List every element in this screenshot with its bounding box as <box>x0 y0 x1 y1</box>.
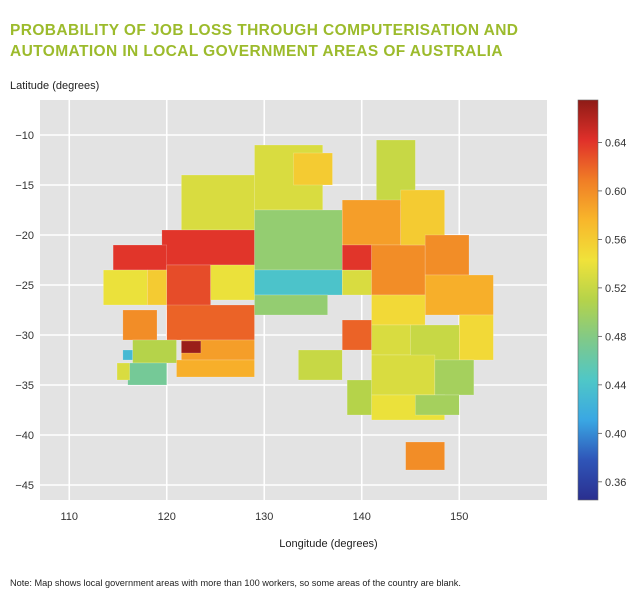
colorbar-tick-label: 0.64 <box>605 137 626 149</box>
region-cell <box>459 314 494 361</box>
colorbar-tick-label: 0.60 <box>605 186 626 198</box>
region-cell <box>166 264 211 311</box>
region-cell <box>371 294 426 326</box>
region-cell <box>415 394 460 416</box>
region-cell <box>103 269 148 306</box>
colorbar: 0.36 0.40 0.44 0.48 0.52 0.56 0.60 0.64 <box>577 99 626 501</box>
y-tick-label: −30 <box>15 330 34 342</box>
region-cell <box>116 362 130 381</box>
colorbar-tick-label: 0.48 <box>605 331 626 343</box>
region-cell <box>210 264 255 301</box>
region-cell <box>424 274 494 316</box>
y-tick-label: −35 <box>15 380 34 392</box>
x-tick-label: 130 <box>255 511 273 523</box>
region-cell <box>424 234 470 276</box>
colorbar-gradient <box>577 99 599 501</box>
colorbar-tick-label: 0.56 <box>605 234 626 246</box>
region-cell <box>371 324 411 356</box>
region-cell <box>410 324 460 361</box>
region-cell <box>132 339 177 364</box>
y-tick-label: −25 <box>15 280 34 292</box>
region-cells <box>103 139 494 471</box>
region-cell <box>254 209 343 271</box>
y-tick-label: −45 <box>15 480 34 492</box>
x-tick-label: 150 <box>450 511 468 523</box>
x-tick-label: 120 <box>158 511 176 523</box>
region-cell <box>254 294 328 316</box>
region-cell <box>371 244 426 296</box>
region-cell <box>147 269 167 306</box>
chart-title: PROBABILITY OF JOB LOSS THROUGH COMPUTER… <box>10 22 519 60</box>
region-cell <box>122 309 158 341</box>
region-cell <box>161 229 255 266</box>
region-cell <box>112 244 167 271</box>
y-tick-label: −40 <box>15 430 34 442</box>
y-tick-label: −15 <box>15 180 34 192</box>
region-cell <box>298 349 343 381</box>
region-cell <box>181 340 202 354</box>
region-cell <box>181 174 255 231</box>
region-cell <box>342 244 372 271</box>
colorbar-tick-label: 0.52 <box>605 283 626 295</box>
map-chart: 110 120 130 140 150−10−15−20−25−30−35−40−45 … <box>15 99 626 523</box>
region-cell <box>127 362 167 386</box>
region-cell <box>254 269 343 296</box>
region-cell <box>434 359 475 396</box>
y-axis-label: Latitude (degrees) <box>10 80 100 92</box>
footnote: Note: Map shows local government areas w… <box>10 578 461 588</box>
region-cell <box>176 359 255 378</box>
x-axis-label: Longitude (degrees) <box>279 538 378 550</box>
region-cell <box>405 441 445 471</box>
region-cell <box>342 199 401 246</box>
colorbar-tick-label: 0.44 <box>605 380 626 392</box>
region-cell <box>342 319 372 351</box>
x-tick-label: 140 <box>353 511 371 523</box>
y-tick-label: −20 <box>15 230 34 242</box>
region-cell <box>122 349 133 361</box>
region-cell <box>293 152 333 186</box>
region-cell <box>346 379 372 416</box>
region-cell <box>166 304 255 341</box>
colorbar-tick-label: 0.36 <box>605 477 626 489</box>
axis-ticks: 110 120 130 140 150 −10 −15 −20 −25 −30 −35 −40 −45 <box>15 130 468 523</box>
y-tick-label: −10 <box>15 130 34 142</box>
region-cell <box>342 269 372 296</box>
colorbar-tick-label: 0.40 <box>605 428 626 440</box>
region-cell <box>371 354 436 396</box>
x-tick-label: 110 <box>60 511 78 523</box>
